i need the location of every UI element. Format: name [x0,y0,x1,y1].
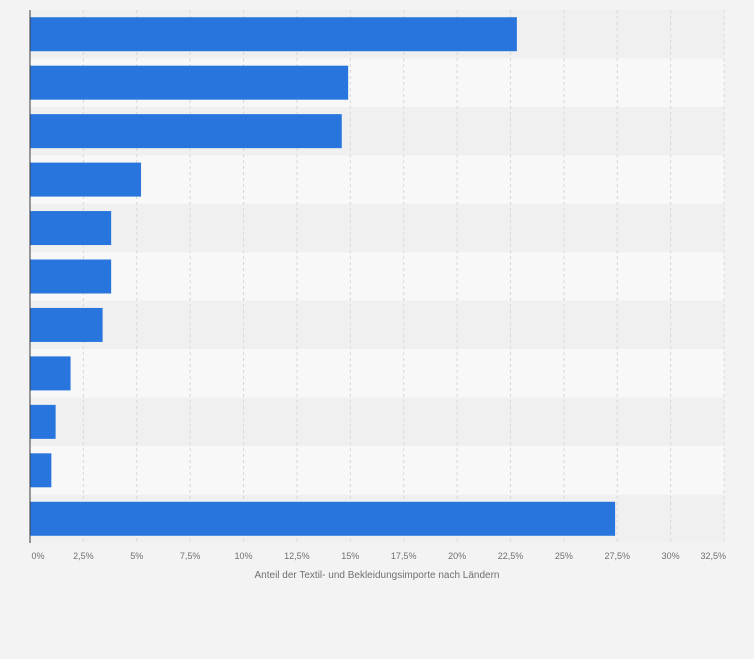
row-band [30,252,724,301]
x-axis-label: Anteil der Textil- und Bekleidungsimport… [255,570,500,581]
row-band [30,155,724,204]
x-tick-label: 17,5% [391,551,417,561]
bar [30,65,349,100]
x-tick-label: 22,5% [498,551,524,561]
row-band [30,397,724,447]
x-tick-label: 25% [555,551,573,561]
x-tick-labels: 0% 2,5% 5% 7,5% 10% 12,5% 15% 17,5% 20% 22,5% 25% 2… [31,551,726,561]
bar [30,114,342,149]
bar [30,356,71,391]
x-tick-label: 30% [662,551,680,561]
bar [30,211,112,246]
bars [30,17,616,536]
x-tick-label: 12,5% [284,551,310,561]
bar [30,404,56,439]
x-tick-label: 32,5% [700,551,726,561]
x-tick-label: 2,5% [73,551,94,561]
x-tick-label: 15% [341,551,359,561]
row-band [30,446,724,495]
bar [30,307,103,342]
row-band [30,300,724,350]
row-band [30,203,724,253]
row-bands [30,10,724,543]
bar [30,453,52,488]
x-tick-label: 10% [235,551,253,561]
x-tick-label: 20% [448,551,466,561]
x-tick-label: 0% [31,551,44,561]
x-tick-label: 7,5% [180,551,201,561]
bar [30,501,616,536]
x-tick-label: 5% [130,551,143,561]
row-band [30,349,724,398]
bar [30,17,517,52]
bar [30,162,142,197]
gridlines [82,10,725,543]
bar [30,259,112,294]
x-tick-label: 27,5% [604,551,630,561]
